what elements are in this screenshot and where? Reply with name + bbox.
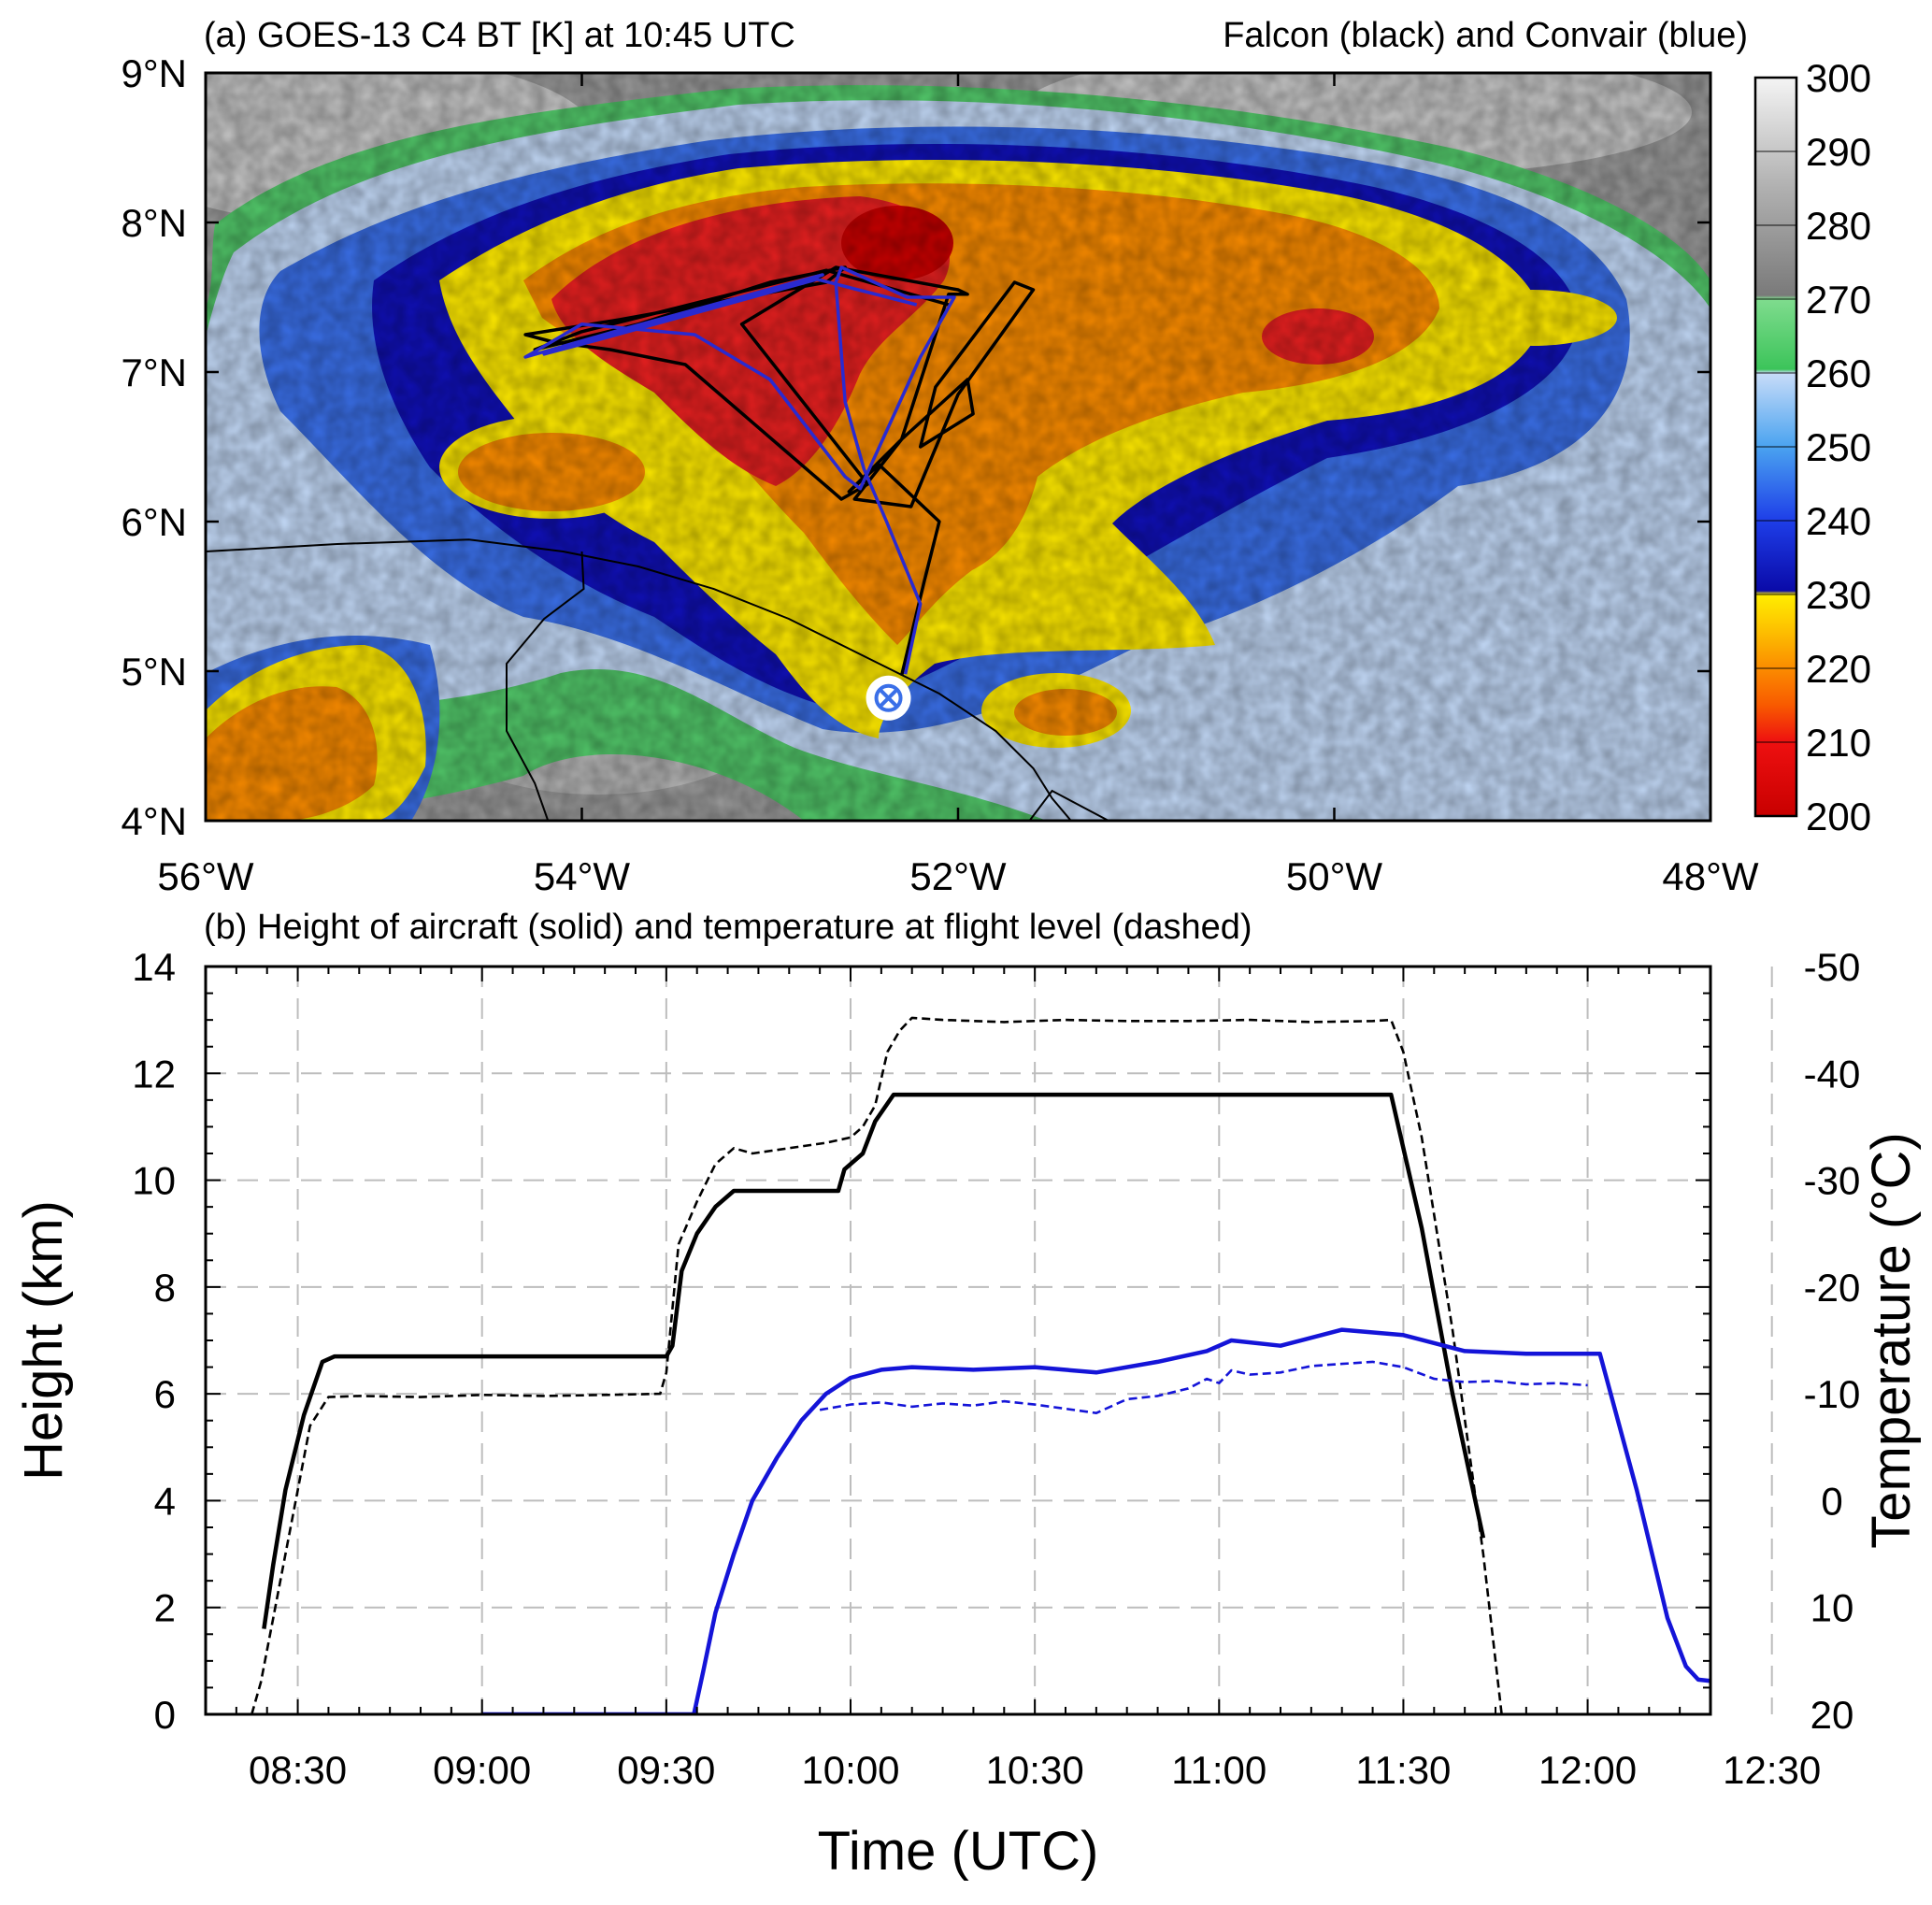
colorbar-tick-label: 290 bbox=[1806, 130, 1871, 174]
airport-marker-ring bbox=[874, 683, 903, 712]
panel-a: (a) GOES-13 C4 BT [K] at 10:45 UTC Falco… bbox=[122, 16, 1872, 898]
x-tick-label: 11:30 bbox=[1355, 1748, 1451, 1792]
colorbar-ticks: 300 290 280 270 260 250 240 230 220 210 200 bbox=[1755, 56, 1871, 838]
panel-a-axes: 56°W 54°W 52°W 50°W 48°W 4°N 5°N 6°N 7°N 8°N 9°N bbox=[122, 51, 1759, 898]
y-tick-label: 6 bbox=[154, 1372, 176, 1416]
coastline bbox=[506, 551, 585, 821]
x-tick-label: 08:30 bbox=[249, 1748, 347, 1792]
coastline bbox=[206, 538, 1072, 821]
x-tick-label: 10:00 bbox=[801, 1748, 899, 1792]
y-tick-label: 8 bbox=[154, 1266, 176, 1310]
x-tick-label: 52°W bbox=[909, 854, 1007, 898]
convair-height-line bbox=[481, 1327, 1710, 1714]
colorbar-tick-label: 230 bbox=[1806, 573, 1871, 617]
y-tick-label: 4 bbox=[154, 1479, 176, 1523]
y-axis-label: Height (km) bbox=[13, 1200, 74, 1481]
panel-a-title: (a) GOES-13 C4 BT [K] at 10:45 UTC bbox=[204, 16, 795, 55]
falcon-height-line bbox=[262, 1092, 1486, 1629]
y2-tick-label: 0 bbox=[1821, 1479, 1842, 1523]
y2-tick-label: -30 bbox=[1804, 1159, 1861, 1203]
y2-tick-label: -40 bbox=[1804, 1052, 1861, 1096]
colorbar-tick-label: 250 bbox=[1806, 425, 1871, 469]
x-tick-label: 56°W bbox=[157, 854, 254, 898]
y-tick-label: 0 bbox=[154, 1693, 176, 1737]
y-tick-label: 10 bbox=[132, 1159, 176, 1203]
airport-marker bbox=[866, 675, 911, 721]
x-tick-label: 10:30 bbox=[986, 1748, 1084, 1792]
convair-track bbox=[523, 265, 956, 675]
panel-b-title: (b) Height of aircraft (solid) and tempe… bbox=[204, 908, 1252, 947]
colorbar-tick-label: 210 bbox=[1806, 721, 1871, 765]
colorbar-tick-label: 300 bbox=[1806, 56, 1871, 100]
colorbar-tick-label: 240 bbox=[1806, 499, 1871, 543]
x-tick-label: 48°W bbox=[1662, 854, 1759, 898]
colorbar-tick-label: 220 bbox=[1806, 647, 1871, 691]
coastline-layer bbox=[206, 538, 1109, 821]
y2-tick-label: -50 bbox=[1804, 945, 1861, 989]
panel-a-subtitle: Falcon (black) and Convair (blue) bbox=[1223, 16, 1748, 55]
panel-b-background bbox=[206, 967, 1710, 1714]
colorbar: 300 290 280 270 260 250 240 230 220 210 200 bbox=[1753, 56, 1871, 838]
airport-marker-cross bbox=[879, 688, 898, 709]
x-axis-label: Time (UTC) bbox=[818, 1821, 1099, 1882]
y-tick-label: 2 bbox=[154, 1586, 176, 1630]
colorbar-tick-label: 280 bbox=[1806, 204, 1871, 248]
flight-tracks bbox=[523, 265, 1036, 677]
x-tick-label: 09:00 bbox=[433, 1748, 531, 1792]
colorbar-tick-label: 270 bbox=[1806, 278, 1871, 322]
y-tick-label: 8°N bbox=[122, 201, 188, 245]
y-tick-label: 6°N bbox=[122, 500, 188, 544]
bt-texture bbox=[206, 73, 1710, 821]
y2-tick-label: 10 bbox=[1810, 1586, 1854, 1630]
x-tick-label: 12:30 bbox=[1723, 1748, 1821, 1792]
x-tick-label: 12:00 bbox=[1538, 1748, 1637, 1792]
panel-b: (b) Height of aircraft (solid) and tempe… bbox=[13, 908, 1922, 1882]
y-tick-label: 14 bbox=[132, 945, 176, 989]
y2-tick-label: -20 bbox=[1804, 1266, 1861, 1310]
panel-b-axes: 08:30 09:00 09:30 10:00 10:30 11:00 11:30 12:00… bbox=[132, 945, 1860, 1792]
panel-b-lines bbox=[250, 1016, 1710, 1714]
y2-tick-label: -10 bbox=[1804, 1372, 1861, 1416]
y-tick-label: 9°N bbox=[122, 51, 188, 95]
falcon-temperature-line bbox=[250, 1016, 1503, 1714]
y-tick-label: 12 bbox=[132, 1052, 176, 1096]
y2-axis-label: Temperature (°C) bbox=[1861, 1132, 1922, 1548]
y-tick-label: 4°N bbox=[122, 799, 188, 843]
x-tick-label: 11:00 bbox=[1171, 1748, 1267, 1792]
falcon-track bbox=[523, 265, 1036, 677]
y-tick-label: 5°N bbox=[122, 650, 188, 694]
x-tick-label: 50°W bbox=[1286, 854, 1383, 898]
x-tick-label: 54°W bbox=[534, 854, 631, 898]
y-tick-label: 7°N bbox=[122, 351, 188, 394]
colorbar-tick-label: 260 bbox=[1806, 351, 1871, 395]
x-tick-label: 09:30 bbox=[617, 1748, 715, 1792]
colorbar-tick-label: 200 bbox=[1806, 795, 1871, 838]
coastline bbox=[1028, 789, 1109, 821]
y2-tick-label: 20 bbox=[1810, 1693, 1854, 1737]
convair-temperature-line bbox=[819, 1360, 1588, 1414]
bt-map bbox=[206, 73, 1710, 821]
